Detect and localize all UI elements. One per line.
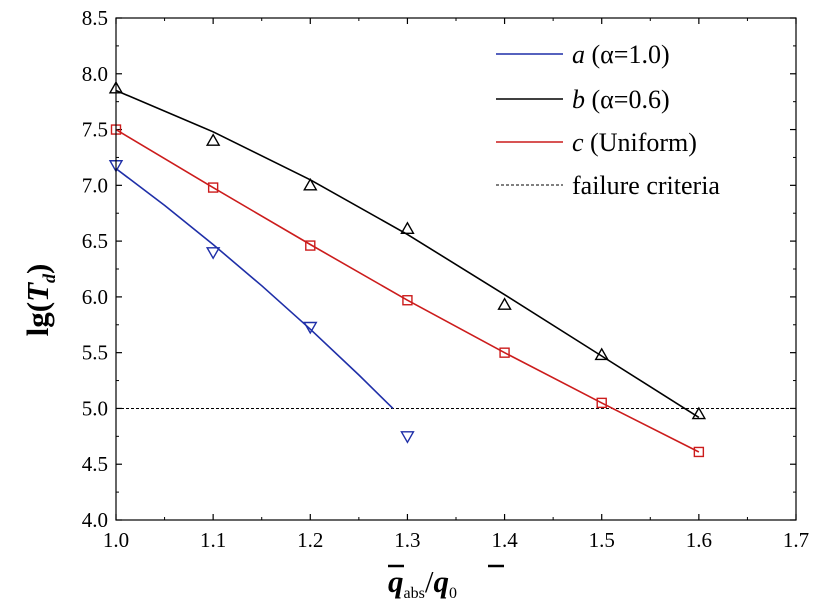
legend-label-c: c (Uniform) [572,128,697,157]
series-c-point [499,347,510,358]
legend-label-b: b (α=0.6) [572,85,670,114]
x-tick-label: 1.1 [200,528,226,552]
series-c-point [596,397,607,409]
legend: a (α=1.0)b (α=0.6)c (Uniform)failure cri… [496,40,720,200]
x-axis-title: qabs/q0 [388,564,504,602]
y-axis-title: lg(Td) [20,264,59,337]
series-a-point [303,321,318,335]
y-tick-label: 8.5 [82,6,108,30]
legend-desc-b: (α=0.6) [585,85,670,114]
y-axis-title-T: T [20,282,55,302]
x-tick-label: 1.2 [297,528,323,552]
legend-label-failure: failure criteria [572,171,720,200]
series-b-point [205,133,221,146]
y-axis-title-suffix: ) [20,264,55,274]
x-title-q1: q [388,564,404,599]
series-c-fit-line [115,128,700,453]
x-tick-label: 1.3 [394,528,420,552]
legend-label-a: a (α=1.0) [572,40,670,69]
y-tick-label: 5.5 [82,341,108,365]
series-layer [108,80,707,458]
y-tick-label: 4.5 [82,452,108,476]
y-tick-label: 8.0 [82,62,108,86]
series-b-point [691,406,707,420]
x-title-abs: abs [404,585,425,602]
x-tick-label: 1.6 [686,528,712,552]
x-axis: 1.0 1.1 1.2 1.3 1.4 1.5 1.6 1.7 [103,18,809,552]
series-c-point [693,446,705,458]
y-tick-label: 4.0 [82,508,108,532]
plot-frame [115,17,797,521]
y-axis-title-prefix: lg( [20,302,55,336]
x-tick-label: 1.5 [589,528,615,552]
series-c [110,124,705,458]
x-tick-label: 1.0 [103,528,129,552]
series-b-point [594,347,609,361]
legend-desc-a: (α=1.0) [585,40,670,69]
y-tick-label: 7.0 [82,173,108,197]
y-tick-label: 6.5 [82,229,108,253]
x-tick-label: 1.4 [491,528,518,552]
y-tick-label: 6.0 [82,285,108,309]
series-b [108,80,707,420]
series-c-point [402,295,413,306]
y-axis-title-sub: d [39,273,59,283]
series-b-point [497,297,512,310]
legend-letter-a: a [572,40,585,69]
y-tick-label: 7.5 [82,118,108,142]
series-a-point [400,431,415,444]
series-b-fit-line [115,89,700,419]
legend-letter-c: c [572,128,584,157]
legend-desc-c: (Uniform) [584,128,697,157]
series-a-fit-line [115,167,394,409]
x-title-zero: 0 [449,585,457,602]
series-a-point [205,247,221,260]
x-title-slash: / [425,564,434,599]
series-b-point [400,221,415,235]
series-a [108,160,415,444]
series-c-point [207,182,219,193]
series-b-point [303,177,318,191]
legend-letter-b: b [572,85,585,114]
y-axis: 4.0 4.5 5.0 5.5 6.0 6.5 7.0 7.5 8.0 8.5 [82,6,796,532]
x-axis-title-text: qabs/q0 [388,564,457,602]
y-tick-label: 5.0 [82,396,108,420]
series-c-point [305,240,316,251]
x-tick-label: 1.7 [783,528,809,552]
x-title-q2: q [433,564,449,599]
